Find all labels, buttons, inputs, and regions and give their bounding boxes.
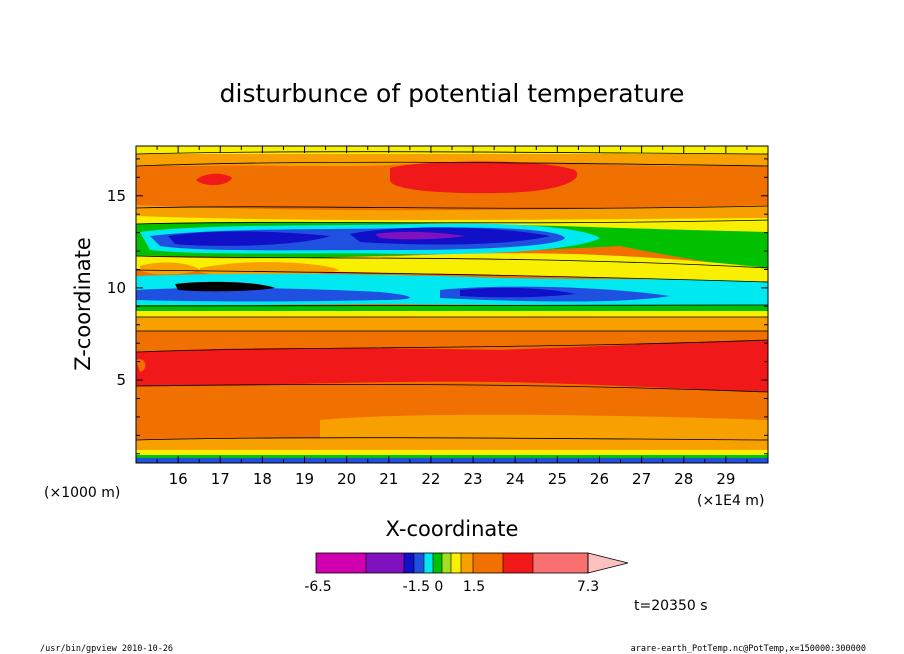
x-tick-label: 27: [632, 470, 651, 488]
y-tick-label: 10: [107, 279, 126, 297]
x-unit-left: (×1000 m): [44, 485, 120, 501]
time-label: t=20350 s: [634, 598, 708, 614]
colorbar-dividers: [365, 553, 534, 573]
x-tick-label: 17: [211, 470, 230, 488]
colorbar-swatch-green: [433, 553, 442, 573]
deep-blue-core-right: [460, 287, 575, 298]
mid-orange-blob-2: [200, 262, 340, 277]
colorbar-swatch-cyan: [424, 553, 433, 573]
colorbar-swatch-yellow: [451, 553, 461, 573]
surface-green: [136, 455, 768, 458]
colorbar-label-max: 7.3: [577, 579, 599, 595]
red-band-notch: [136, 359, 146, 372]
colorbar-swatch-darkorange: [473, 553, 503, 573]
lower-blue-left: [136, 287, 410, 302]
x-tick-labels: 16 17 18 19 20 21 22 23 24 25 26 27 28 29: [169, 470, 736, 488]
x-tick-label: 25: [548, 470, 567, 488]
lower-red-band: [136, 340, 768, 392]
x-tick-label: 22: [421, 470, 440, 488]
colorbar-swatch-magenta: [316, 553, 366, 573]
x-tick-label: 29: [716, 470, 735, 488]
colorbar-label-min: -6.5: [304, 579, 331, 595]
colorbar-arrow: [587, 552, 629, 574]
x-tick-label: 19: [295, 470, 314, 488]
x-tick-label: 18: [253, 470, 272, 488]
x-tick-label: 28: [674, 470, 693, 488]
colorbar: -6.5 -1.5 0 1.5 7.3: [304, 552, 629, 595]
x-tick-label: 21: [379, 470, 398, 488]
layer-yellow-low: [136, 311, 768, 317]
x-tick-label: 26: [590, 470, 609, 488]
y-axis-label: Z-coordinate: [71, 237, 95, 371]
colorbar-swatch-purple: [366, 553, 404, 573]
colorbar-label-pos: 1.5: [463, 579, 485, 595]
colorbar-label-mid: -1.5 0: [403, 579, 444, 595]
footer-left: /usr/bin/gpview 2010-10-26: [40, 644, 173, 654]
colorbar-swatch-blue2: [414, 553, 424, 573]
x-tick-label: 24: [506, 470, 525, 488]
deep-blue-left: [168, 231, 330, 246]
mid-orange-blob-1: [140, 262, 200, 275]
colorbar-frame: [315, 552, 589, 574]
y-tick-label: 15: [107, 187, 126, 205]
chart-title: disturbunce of potential temperature: [220, 79, 685, 108]
footer-right: arare-earth_PotTemp.nc@PotTemp,x=150000:…: [631, 644, 866, 654]
y-tick-label: 5: [116, 371, 126, 389]
near-surface-orange: [320, 414, 768, 445]
colorbar-swatch-salmon: [533, 553, 588, 573]
y-tick-labels: 5 10 15: [107, 187, 126, 389]
x-tick-label: 23: [464, 470, 483, 488]
layer-orange-low: [136, 317, 768, 331]
darkest-core: [175, 281, 275, 292]
upper-red-blob-right: [390, 161, 578, 194]
colorbar-swatch-red: [503, 553, 533, 573]
axis-ticks: [136, 146, 768, 463]
surface-yellow: [136, 450, 768, 455]
x-unit-right: (×1E4 m): [697, 493, 764, 509]
upper-red-blob-left: [196, 173, 232, 186]
mid-yellow-band: [136, 253, 768, 282]
contour-field: [136, 146, 768, 463]
layer-green-low: [136, 305, 768, 311]
purple-core: [375, 231, 465, 240]
x-tick-label: 20: [337, 470, 356, 488]
colorbar-swatch-blue: [404, 553, 414, 573]
x-tick-label: 16: [169, 470, 188, 488]
x-axis-label: X-coordinate: [386, 517, 519, 541]
colorbar-swatch-lightgreen: [442, 553, 451, 573]
colorbar-swatch-orange: [461, 553, 473, 573]
